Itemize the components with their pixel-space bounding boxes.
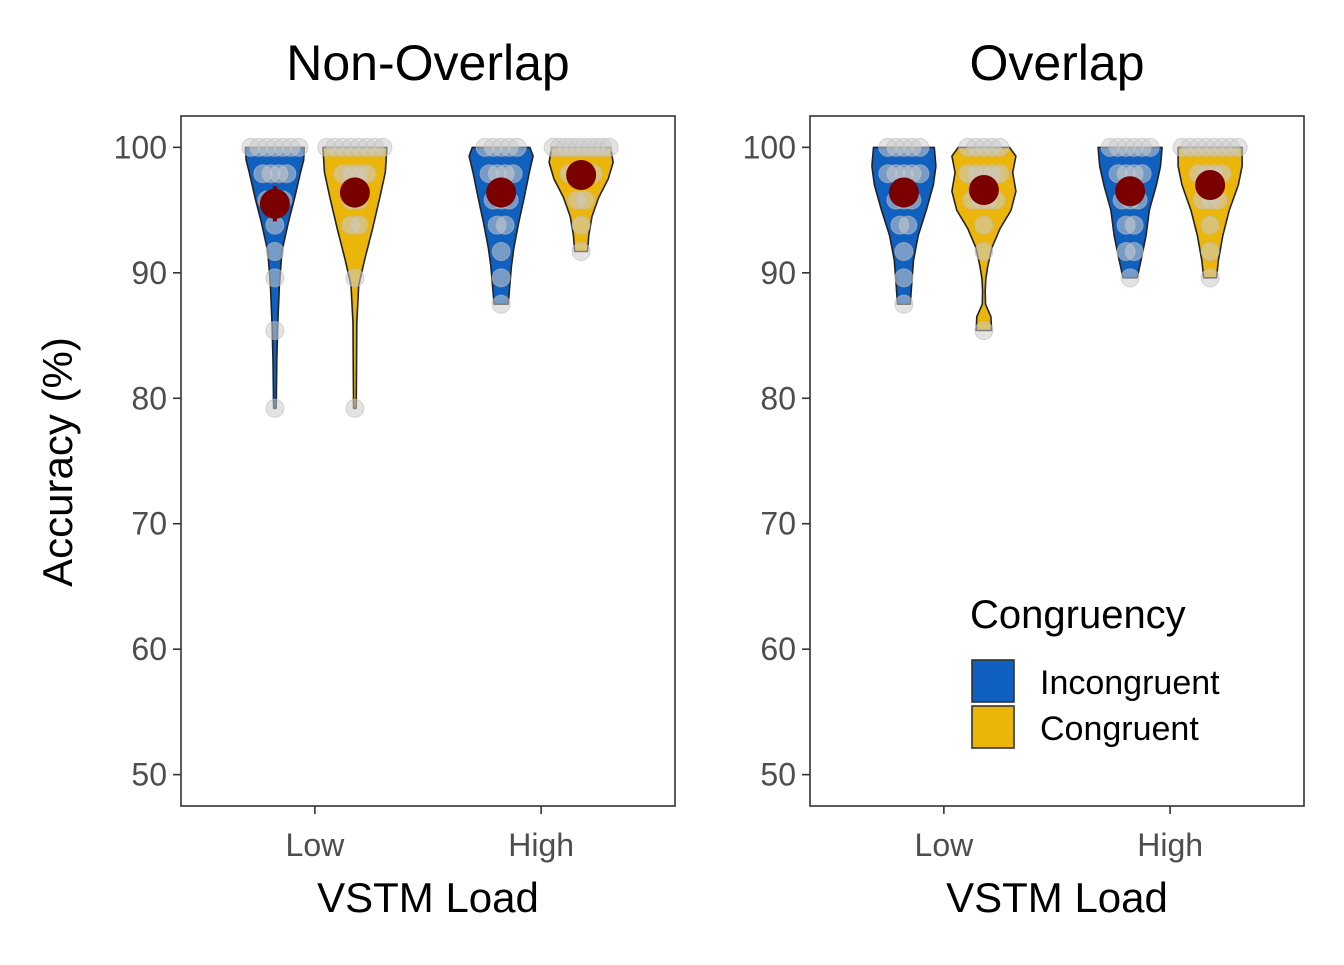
raw-point (265, 398, 285, 418)
legend-swatch-incongruent (971, 659, 1015, 703)
raw-point (575, 190, 595, 210)
raw-point (345, 398, 365, 418)
raw-point (265, 321, 285, 341)
raw-point (1200, 268, 1220, 288)
raw-point (503, 164, 523, 184)
x-tick-label: High (1137, 827, 1203, 863)
raw-point (990, 164, 1010, 184)
mean-point (888, 177, 919, 208)
y-tick-label: 80 (131, 380, 167, 416)
raw-point (491, 268, 511, 288)
raw-point (1120, 268, 1140, 288)
y-tick-label: 90 (131, 255, 167, 291)
x-axis-title: VSTM Load (317, 874, 539, 921)
raw-point (974, 321, 994, 341)
mean-point (259, 188, 290, 219)
mean-point (486, 177, 517, 208)
y-tick-label: 100 (743, 129, 796, 165)
raw-point (974, 215, 994, 235)
raw-point (571, 215, 591, 235)
raw-point (349, 215, 369, 235)
raw-point (1200, 215, 1220, 235)
raw-point (910, 137, 930, 157)
raw-point (1228, 137, 1248, 157)
raw-point (571, 241, 591, 261)
y-tick-label: 60 (760, 631, 796, 667)
mean-point (1195, 170, 1226, 200)
raw-point (1200, 241, 1220, 261)
panel-title: Overlap (969, 35, 1144, 91)
raw-point (1124, 241, 1144, 261)
y-axis-title: Accuracy (%) (34, 337, 81, 587)
y-tick-label: 90 (760, 255, 796, 291)
raw-point (289, 137, 309, 157)
raw-point (894, 241, 914, 261)
raw-point (990, 137, 1010, 157)
panel-title: Non-Overlap (286, 35, 569, 91)
raw-point (277, 164, 297, 184)
y-tick-label: 80 (760, 380, 796, 416)
legend-label: Congruent (1040, 710, 1199, 748)
mean-point (1115, 176, 1146, 207)
raw-point (265, 268, 285, 288)
raw-point (599, 137, 619, 157)
raw-point (910, 164, 930, 184)
x-axis-title: VSTM Load (946, 874, 1168, 921)
raw-point (974, 241, 994, 261)
y-tick-label: 50 (131, 757, 167, 793)
raw-point (898, 215, 918, 235)
legend-label: Incongruent (1040, 664, 1220, 702)
raw-point (491, 294, 511, 314)
y-tick-label: 70 (760, 506, 796, 542)
raw-point (1140, 137, 1160, 157)
y-tick-label: 100 (114, 129, 167, 165)
x-tick-label: Low (915, 827, 975, 863)
y-tick-label: 70 (131, 506, 167, 542)
raw-point (357, 164, 377, 184)
x-tick-label: High (508, 827, 574, 863)
legend-title: Congruency (970, 593, 1186, 637)
mean-point (339, 177, 370, 208)
raw-point (495, 215, 515, 235)
raw-point (1124, 215, 1144, 235)
legend-swatch-congruent (971, 705, 1015, 749)
raw-point (894, 294, 914, 314)
raw-point (507, 137, 527, 157)
mean-point (968, 175, 999, 206)
mean-point (566, 159, 597, 190)
raw-point (491, 241, 511, 261)
x-tick-label: Low (286, 827, 346, 863)
raw-point (373, 137, 393, 157)
y-tick-label: 50 (760, 757, 796, 793)
panel-frame (180, 115, 676, 807)
raw-point (894, 268, 914, 288)
raw-point (265, 241, 285, 261)
y-tick-label: 60 (131, 631, 167, 667)
raw-point (345, 268, 365, 288)
